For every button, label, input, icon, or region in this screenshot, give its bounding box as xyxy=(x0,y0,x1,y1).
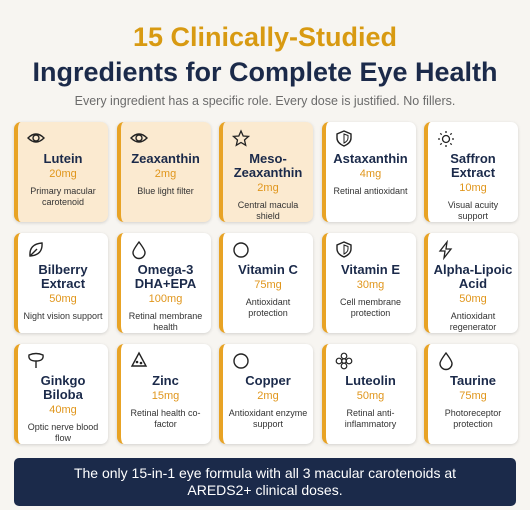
ingredient-name: Zeaxanthin xyxy=(131,151,200,166)
ingredient-name: Meso-Zeaxanthin xyxy=(233,151,303,180)
ingredient-dose: 50mg xyxy=(356,390,385,402)
ingredient-card: Vitamin E 30mg Cell membrane protection xyxy=(321,233,416,333)
ingredient-name: Vitamin C xyxy=(238,262,298,277)
icon xyxy=(438,131,454,147)
ingredient-card: Vitamin C 75mg Antioxidant protection xyxy=(219,233,313,333)
icon xyxy=(130,351,147,367)
ingredient-description: Cell membrane protection xyxy=(339,297,402,318)
icon xyxy=(335,130,352,147)
ingredient-description: Central macula shield xyxy=(237,200,299,221)
ingredient-name: Luteolin xyxy=(345,373,396,388)
ingredient-description: Retinal anti-inflammatory xyxy=(344,408,397,429)
ingredient-card: Taurine 75mg Photoreceptor protection xyxy=(424,344,518,444)
ingredient-name: Saffron Extract xyxy=(450,151,496,180)
title: Ingredients for Complete Eye Health xyxy=(32,57,498,87)
ingredient-card: Alpha-Lipoic Acid 50mg Antioxidant regener… xyxy=(424,233,518,333)
ingredient-name: Taurine xyxy=(450,373,496,388)
icon xyxy=(233,242,249,258)
icon xyxy=(28,352,44,368)
icon xyxy=(233,353,249,369)
icon xyxy=(231,129,251,147)
icon xyxy=(439,351,453,371)
ingredient-dose: 2mg xyxy=(154,168,177,180)
ingredient-name: Copper xyxy=(245,373,291,388)
ingredient-card: Ginkgo Biloba 40mg Optic nerve blood flow xyxy=(14,344,108,444)
ingredient-card: Zeaxanthin 2mg Blue light filter xyxy=(116,122,211,222)
ingredient-card: Astaxanthin 4mg Retinal antioxidant xyxy=(321,122,416,222)
ingredient-dose: 2mg xyxy=(257,182,279,194)
ingredient-card: Lutein 20mg Primary macular carotenoid xyxy=(14,122,108,222)
ingredient-card: Zinc 15mg Retinal health co-factor xyxy=(116,344,211,444)
ingredient-name: Astaxanthin xyxy=(333,151,408,166)
ingredient-name: Zinc xyxy=(152,373,179,388)
title: 15 Clinically-Studied xyxy=(132,22,398,52)
ingredient-description: Night vision support xyxy=(23,311,103,321)
ingredient-dose: 100mg xyxy=(148,293,183,305)
ingredient-grid: Lutein 20mg Primary macular carotenoid Zeax… xyxy=(14,122,518,444)
ingredient-dose: 10mg xyxy=(459,182,487,194)
ingredient-name: Ginkgo Biloba xyxy=(40,373,86,402)
ingredient-name: Bilberry Extract xyxy=(38,262,88,291)
icon xyxy=(335,241,352,258)
ingredient-dose: 50mg xyxy=(49,293,77,305)
ingredient-description: Optic nerve blood flow xyxy=(27,422,99,443)
ingredient-dose: 75mg xyxy=(254,279,282,291)
icon xyxy=(129,133,148,143)
ingredient-dose: 30mg xyxy=(356,279,385,291)
ingredient-description: Antioxidant regenerator xyxy=(449,311,497,332)
subtitle: Every ingredient has a specific role. Ev… xyxy=(74,94,456,108)
ingredient-name: Alpha-Lipoic Acid xyxy=(433,262,513,291)
ingredient-card: Bilberry Extract 50mg Night vision support xyxy=(14,233,108,333)
ingredient-description: Primary macular carotenoid xyxy=(30,186,96,207)
ingredient-description: Retinal health co-factor xyxy=(130,408,201,429)
ingredient-description: Retinal antioxidant xyxy=(333,186,408,196)
ingredient-dose: 2mg xyxy=(257,390,279,402)
ingredient-dose: 20mg xyxy=(49,168,77,180)
ingredient-dose: 4mg xyxy=(359,168,382,180)
ingredient-card: Omega-3 DHA+EPA 100mg Retinal membrane hea… xyxy=(116,233,211,333)
ingredient-description: Photoreceptor protection xyxy=(444,408,502,429)
ingredient-name: Vitamin E xyxy=(340,262,400,277)
ingredient-card: Meso-Zeaxanthin 2mg Central macula shield xyxy=(219,122,313,222)
ingredient-description: Blue light filter xyxy=(137,186,194,196)
ingredient-dose: 40mg xyxy=(49,404,77,416)
ingredient-dose: 15mg xyxy=(151,390,180,402)
icon xyxy=(131,240,146,260)
ingredient-description: Antioxidant enzyme support xyxy=(228,408,308,429)
ingredient-card: Luteolin 50mg Retinal anti-inflammatory xyxy=(321,344,416,444)
icon xyxy=(27,133,45,143)
ingredient-description: Visual acuity support xyxy=(447,200,499,221)
icon xyxy=(29,242,43,257)
ingredient-name: Omega-3 DHA+EPA xyxy=(134,262,197,291)
ingredient-dose: 50mg xyxy=(459,293,487,305)
ingredient-description: Antioxidant protection xyxy=(245,297,291,318)
banner: The only 15-in-1 eye formula with all 3 … xyxy=(14,458,516,506)
icon xyxy=(335,352,352,370)
ingredient-description: Retinal membrane health xyxy=(128,311,203,332)
ingredient-dose: 75mg xyxy=(459,390,487,402)
ingredient-name: Lutein xyxy=(43,151,83,166)
ingredient-card: Copper 2mg Antioxidant enzyme support xyxy=(219,344,313,444)
ingredient-card: Saffron Extract 10mg Visual acuity support xyxy=(424,122,518,222)
icon xyxy=(438,240,453,260)
